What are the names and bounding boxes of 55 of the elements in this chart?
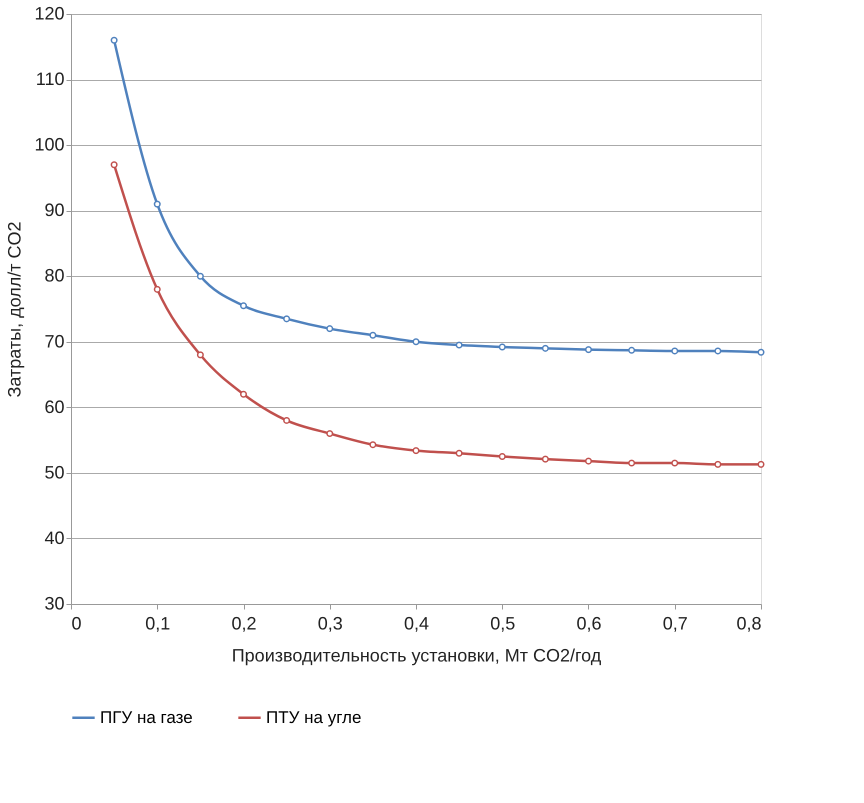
- point: [671, 347, 678, 354]
- point: [498, 453, 506, 460]
- x-tick-label: 0,1: [145, 614, 170, 634]
- point: [714, 347, 722, 354]
- y-tick-label: 50: [44, 462, 64, 482]
- point: [758, 348, 764, 356]
- point: [758, 460, 764, 468]
- y-tick-label: 100: [34, 134, 64, 155]
- y-tick-label: 80: [44, 266, 64, 286]
- point: [585, 346, 592, 354]
- x-tick-label: 0,3: [318, 614, 343, 634]
- point: [326, 430, 334, 438]
- legend-label: ПТУ на угле: [266, 708, 362, 727]
- y-tick-label: 110: [36, 69, 64, 90]
- point: [196, 272, 204, 280]
- point: [412, 447, 420, 454]
- point: [283, 416, 290, 424]
- x-tick-label: 0,4: [404, 614, 430, 634]
- y-tick-label: 60: [44, 396, 64, 417]
- point: [585, 458, 592, 465]
- y-tick-label: 30: [44, 594, 64, 614]
- y-tick-label: 90: [44, 200, 64, 220]
- x-tick-label: 0,7: [662, 614, 688, 634]
- point: [196, 351, 204, 358]
- point: [240, 390, 247, 398]
- point: [154, 200, 161, 208]
- point: [542, 456, 549, 463]
- x-tick-label: 0,5: [490, 614, 516, 634]
- x-tick-label: 0,8: [736, 614, 762, 634]
- y-axis-title: Затраты, долл/т CO2: [4, 222, 24, 398]
- point: [628, 460, 636, 467]
- point: [283, 315, 290, 322]
- y-tick-label: 40: [44, 528, 64, 548]
- y-tick-label: 120: [34, 4, 64, 24]
- x-axis-title: Производительность установки, Мт CO2/год: [232, 646, 602, 666]
- point: [369, 441, 376, 448]
- x-tick-label: 0,6: [576, 614, 602, 634]
- point: [628, 346, 636, 354]
- legend-label: ПГУ на газе: [100, 708, 193, 727]
- point: [154, 286, 161, 293]
- point: [456, 450, 463, 457]
- point: [326, 325, 334, 332]
- y-tick-label: 70: [44, 331, 64, 352]
- point: [110, 161, 118, 168]
- x-tick-label: 0: [72, 614, 82, 634]
- point: [714, 460, 722, 468]
- point: [542, 344, 549, 352]
- point: [498, 344, 506, 351]
- point: [412, 338, 420, 346]
- point: [240, 302, 247, 310]
- point: [671, 460, 678, 467]
- point: [456, 342, 463, 349]
- x-tick-label: 0,2: [231, 614, 257, 634]
- point: [369, 332, 376, 339]
- point: [110, 36, 118, 44]
